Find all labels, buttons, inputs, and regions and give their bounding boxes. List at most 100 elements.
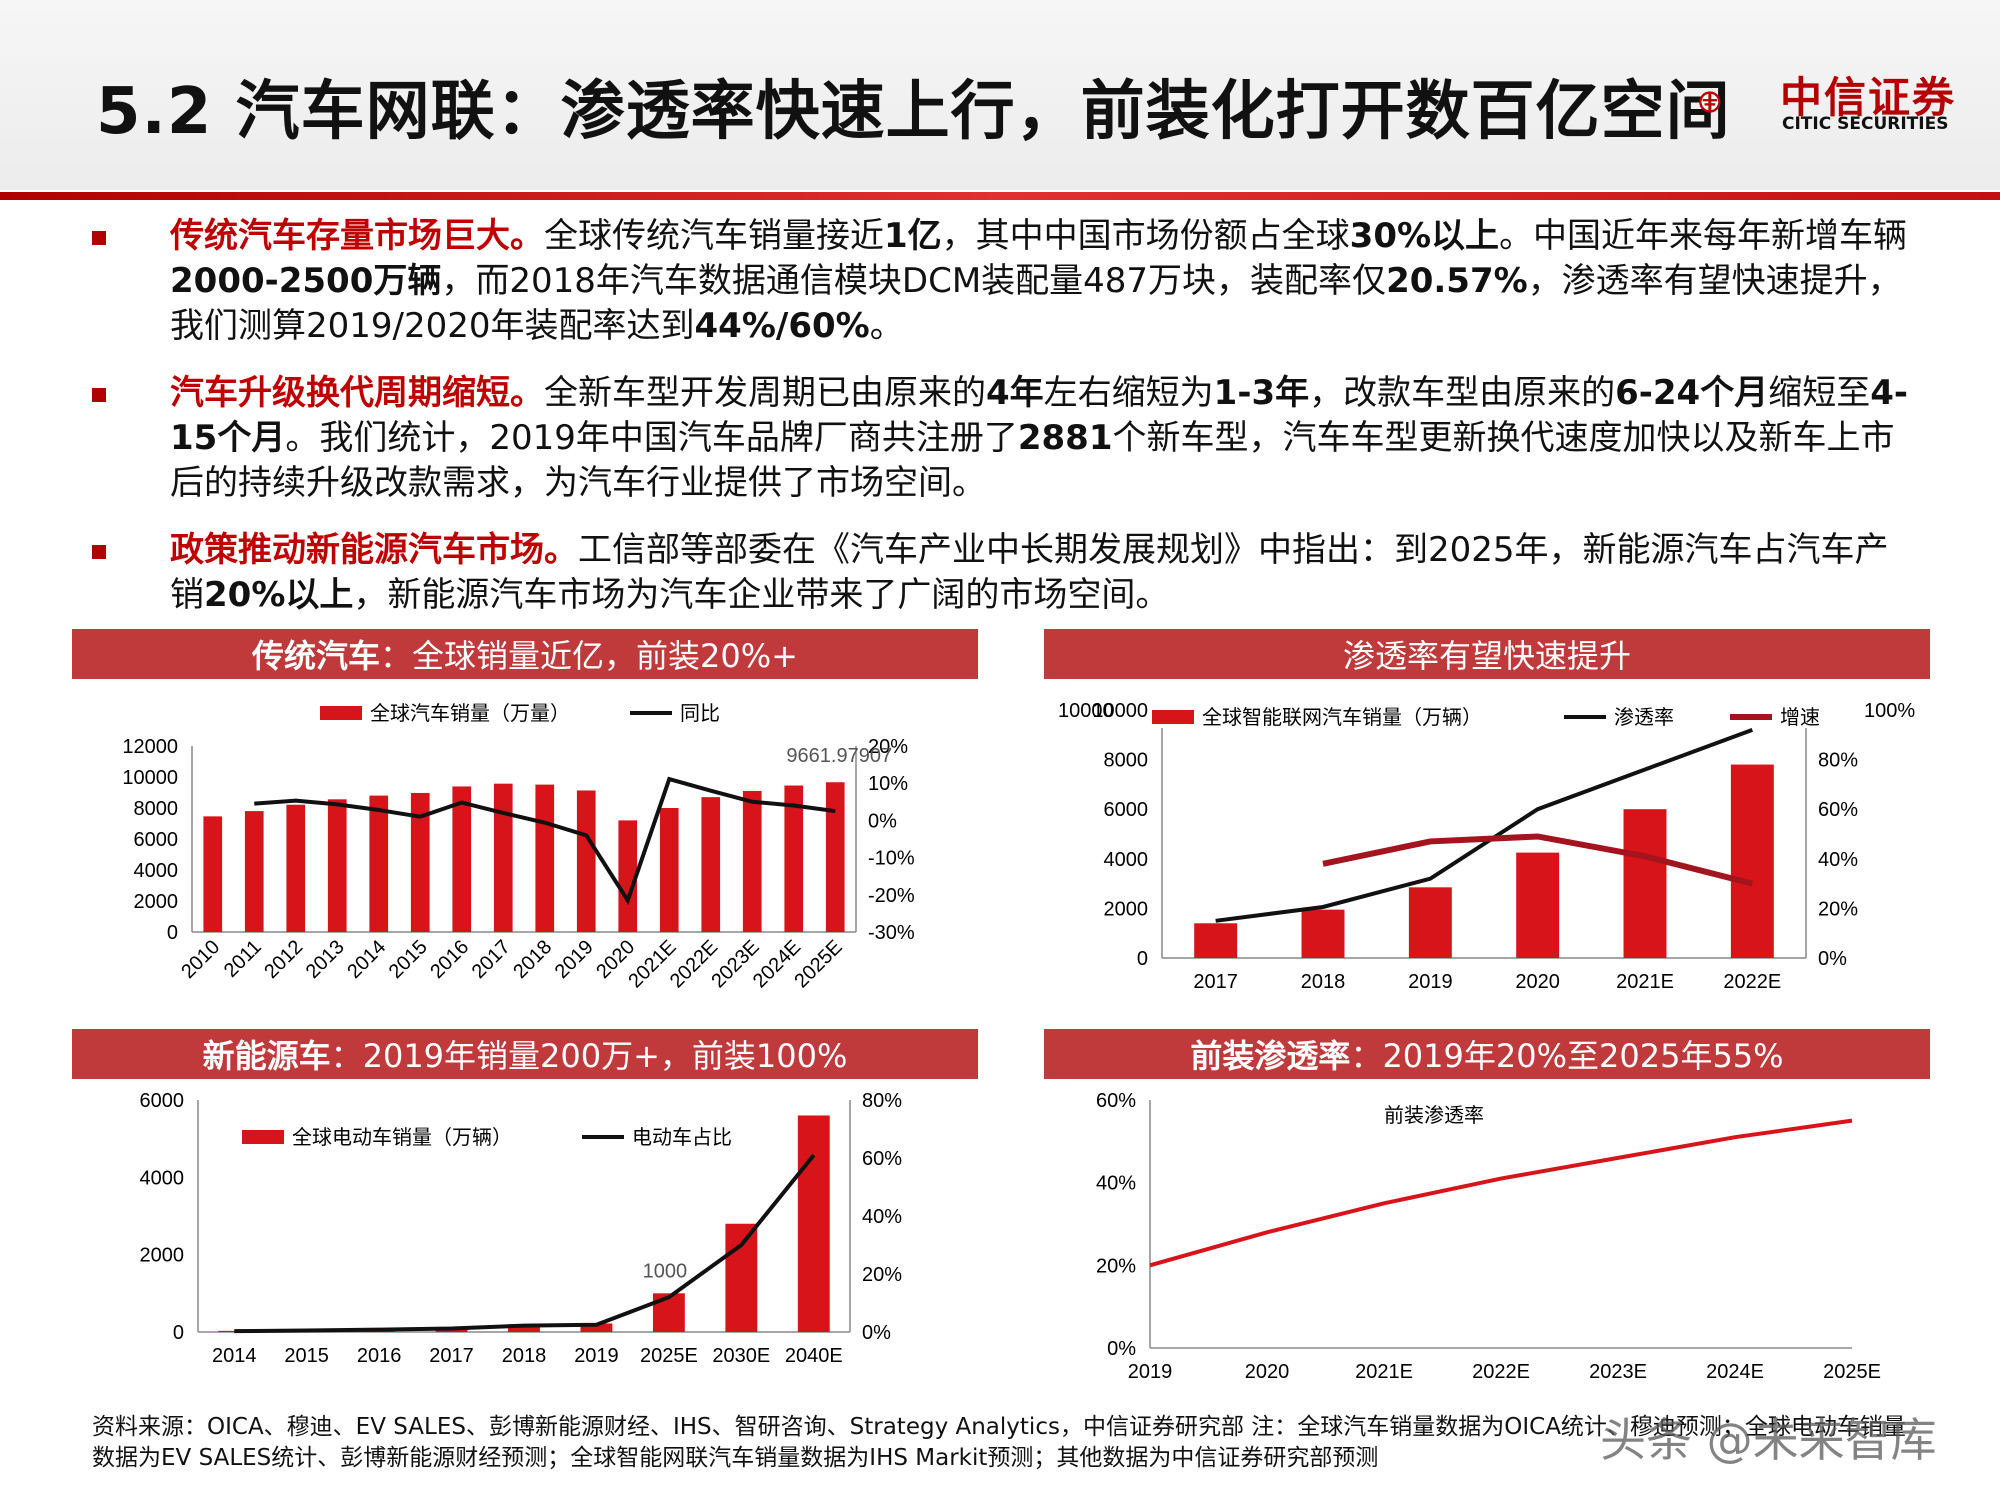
- legend-label: 渗透率: [1614, 706, 1674, 729]
- bar: [218, 1330, 251, 1332]
- x-tick-label: 2020: [1515, 971, 1560, 993]
- y-tick-label: 60%: [1096, 1090, 1136, 1112]
- legend-swatch-bar: [1152, 710, 1194, 724]
- legend-label: 电动车占比: [632, 1126, 732, 1149]
- bar: [410, 792, 430, 932]
- source-note: 资料来源：OICA、穆迪、EV SALES、彭博新能源财经、IHS、智研咨询、S…: [92, 1414, 1906, 1471]
- y2-tick-label: 10%: [868, 773, 908, 795]
- series-line: [1149, 1118, 1853, 1268]
- x-tick-label: 2012: [260, 936, 307, 983]
- bullet-text: 工信部等部委在《汽车产业中长期发展规划》中指出：到2025年，新能源汽车占汽车产…: [170, 530, 1889, 615]
- bullet-text: 全新车型开发周期已由原来的: [544, 373, 986, 413]
- bullet-emphasis: 2881: [1017, 418, 1113, 458]
- watermark: 头条 @未来智库: [1600, 1413, 1937, 1467]
- y2-tick-label: 60%: [1818, 799, 1858, 821]
- y-tick-label: 6000: [134, 829, 179, 851]
- chart-preinstall-penetration: 0% 20% 40% 60% 2019 2020 2021E 2022E 2023E 2024E 2…: [1096, 1090, 1881, 1383]
- y2-tick-label: 20%: [862, 1264, 902, 1286]
- bullet-item: 传统汽车存量市场巨大。全球传统汽车销量接近1亿，其中中国市场份额占全球30%以上…: [92, 214, 1912, 349]
- x-tick-label: 2021E: [1355, 1361, 1413, 1383]
- y-tick-label: 2000: [134, 891, 179, 913]
- bar: [618, 820, 638, 932]
- y-tick-label: 0: [1137, 948, 1148, 970]
- legend-swatch-bar: [320, 706, 362, 720]
- y-tick-label: 4000: [140, 1167, 185, 1189]
- bullet-text: 缩短至: [1768, 373, 1871, 413]
- y-tick-label-top: 10000: [1058, 700, 1114, 722]
- panel-title-bold: 前装渗透率: [1190, 1037, 1351, 1075]
- legend-label: 全球汽车销量（万量）: [370, 702, 570, 725]
- bullet-emphasis: 1亿: [884, 216, 942, 256]
- legend-label: 全球电动车销量（万辆）: [292, 1126, 512, 1149]
- y-tick-label: 4000: [1104, 849, 1149, 871]
- bullet-text: ，改款车型由原来的: [1309, 373, 1616, 413]
- x-tick-label: 2022E: [1723, 971, 1781, 993]
- panel-title-preinstall-rate: 前装渗透率 ：2019年20%至2025年55%: [1044, 1029, 1930, 1079]
- y-tick-label: 0%: [1107, 1338, 1136, 1360]
- bullet-heading: 汽车升级换代周期缩短。: [170, 373, 544, 413]
- x-tick-label: 2025E: [790, 936, 846, 992]
- panel-title-new-energy: 新能源车 ：2019年销量200万+，前装100%: [72, 1029, 978, 1079]
- bullet-list: 传统汽车存量市场巨大。全球传统汽车销量接近1亿，其中中国市场份额占全球30%以上…: [92, 214, 1912, 640]
- y2-tick-label: 60%: [862, 1148, 902, 1170]
- bullet-text: ，新能源汽车市场为汽车企业带来了广阔的市场空间。: [353, 575, 1170, 615]
- bar: [508, 1324, 540, 1332]
- y2-tick-label: 40%: [1818, 849, 1858, 871]
- x-tick-label: 2017: [429, 1345, 474, 1367]
- y2-tick-label: 80%: [862, 1090, 902, 1112]
- x-tick-label: 2025E: [1823, 1361, 1881, 1383]
- x-tick-label: 2015: [284, 1345, 329, 1367]
- bullet-item: 政策推动新能源汽车市场。工信部等部委在《汽车产业中长期发展规划》中指出：到202…: [92, 528, 1912, 618]
- x-tick-label: 2019: [551, 936, 598, 983]
- y-tick-label: 6000: [140, 1090, 185, 1112]
- y-tick-label: 40%: [1096, 1173, 1136, 1195]
- y-tick-label: 0: [173, 1322, 184, 1344]
- x-tick-label: 2013: [302, 936, 349, 983]
- bar: [286, 804, 306, 932]
- bullet-text: ，而2018年汽车数据通信模块DCM装配量487万块，装配率仅: [441, 261, 1387, 301]
- bullet-square-icon: [92, 388, 106, 402]
- panel-title-bold: 新能源车: [202, 1037, 331, 1075]
- y2-tick-label: 20%: [868, 736, 908, 758]
- panel-title-penetration: 渗透率有望快速提升: [1044, 629, 1930, 679]
- bar: [742, 790, 762, 932]
- x-tick-label: 2017: [1193, 971, 1238, 993]
- x-tick-label: 2010: [177, 936, 224, 983]
- chart-connected-car-sales: 0 2000 4000 6000 8000 10000 0% 20% 40% 60% 80% 100%…: [1058, 700, 1915, 993]
- y-tick-label: 8000: [1104, 750, 1149, 772]
- bullet-emphasis: 30%以上: [1349, 216, 1500, 256]
- page-title: 5.2 汽车网联：渗透率快速上行，前装化打开数百亿空间: [96, 75, 1731, 149]
- bar: [1194, 923, 1238, 958]
- bar: [725, 1223, 758, 1332]
- x-tick-label: 2022E: [1472, 1361, 1530, 1383]
- bullet-square-icon: [92, 545, 106, 559]
- series-line: [254, 776, 836, 905]
- y2-tick-label: 0%: [862, 1322, 891, 1344]
- x-tick-label: 2016: [357, 1345, 402, 1367]
- bullet-text: 。中国近年来每年新增车辆: [1499, 216, 1908, 256]
- legend-background: [1154, 700, 1914, 728]
- legend-label: 同比: [680, 702, 720, 725]
- y-tick-label: 8000: [134, 798, 179, 820]
- chart-ev-sales: 0 2000 4000 6000 0% 20% 40% 60% 80% 2014 2015 2016 2…: [140, 1090, 903, 1367]
- citic-logo: [1699, 91, 1721, 113]
- y-tick-label: 2000: [140, 1245, 185, 1267]
- bullet-emphasis: 4-15个月: [170, 373, 1908, 458]
- bullet-text: 。: [869, 306, 904, 346]
- panel-title-rest: 渗透率有望快速提升: [1342, 637, 1631, 675]
- legend-label: 全球智能联网汽车销量（万辆）: [1202, 706, 1482, 729]
- x-tick-label: 2014: [212, 1345, 257, 1367]
- header-divider: [0, 192, 2000, 200]
- data-label: 1000: [643, 1260, 688, 1282]
- bar: [1408, 887, 1452, 958]
- panel-title-traditional-cars: 传统汽车 ：全球销量近亿，前装20%+: [72, 629, 978, 679]
- bar: [244, 811, 264, 932]
- bullet-text: ，渗透率有望快速提升，我们测算2019/2020年装配率达到: [170, 261, 1902, 346]
- legend-label: 增速: [1780, 706, 1820, 729]
- logo-text-en: CITIC SECURITIES: [1782, 114, 1949, 134]
- bar: [1730, 764, 1774, 958]
- x-tick-label: 2024E: [1706, 1361, 1764, 1383]
- bullet-text: 全球传统汽车销量接近: [544, 216, 884, 256]
- y2-tick-label: 0%: [868, 810, 897, 832]
- bullet-emphasis: 20%以上: [204, 575, 354, 615]
